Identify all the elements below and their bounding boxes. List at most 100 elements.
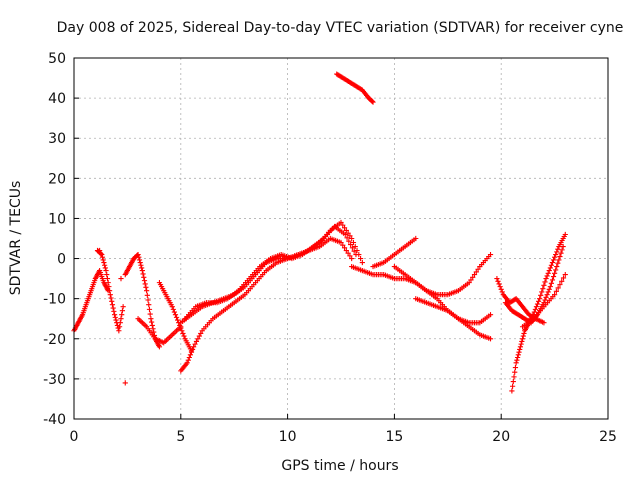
data-point	[553, 251, 559, 258]
data-point	[348, 241, 354, 248]
data-point	[537, 296, 543, 302]
data-point	[111, 312, 118, 318]
data-point	[512, 364, 519, 371]
data-point	[177, 322, 183, 329]
y-tick-label: 30	[48, 131, 66, 147]
data-point	[535, 298, 542, 304]
data-point	[349, 255, 355, 262]
data-point	[122, 380, 128, 386]
data-point	[117, 320, 123, 326]
data-point	[144, 292, 150, 298]
data-point	[538, 292, 544, 298]
data-point	[550, 257, 557, 263]
data-point	[110, 305, 116, 311]
data-point	[104, 272, 110, 278]
data-point	[98, 251, 104, 257]
data-point	[555, 260, 561, 266]
data-point	[103, 267, 109, 274]
y-tick-label: -10	[43, 292, 66, 308]
data-point	[179, 328, 185, 334]
data-point	[136, 257, 143, 263]
data-point	[111, 308, 117, 314]
data-point	[345, 250, 351, 256]
data-point	[350, 239, 357, 246]
x-axis-label: GPS time / hours	[281, 458, 398, 474]
data-point	[136, 254, 142, 260]
data-point	[509, 388, 515, 394]
data-point	[140, 271, 146, 277]
y-tick-label: -30	[43, 372, 66, 388]
data-point	[532, 306, 538, 312]
data-point	[545, 270, 551, 276]
data-point	[557, 282, 563, 288]
data-point	[180, 330, 186, 337]
y-tick-label: 20	[48, 171, 66, 187]
data-point	[196, 333, 202, 339]
data-point	[510, 378, 516, 385]
data-point	[498, 286, 504, 292]
data-point	[169, 304, 175, 310]
data-point	[519, 336, 526, 342]
data-point	[511, 374, 517, 380]
data-point	[512, 369, 518, 375]
data-point	[558, 250, 564, 256]
data-point	[118, 276, 124, 282]
data-point	[544, 292, 550, 298]
data-point	[531, 309, 537, 315]
data-point	[188, 349, 195, 355]
data-point	[357, 255, 364, 262]
data-point	[554, 263, 560, 270]
data-point	[191, 344, 197, 350]
data-point	[516, 349, 522, 355]
data-point	[552, 292, 558, 298]
data-point	[557, 253, 563, 260]
data-point	[515, 352, 521, 358]
data-point	[119, 312, 125, 318]
data-point	[468, 277, 474, 283]
data-points	[71, 71, 568, 394]
data-point	[540, 286, 546, 292]
data-point	[550, 274, 557, 280]
data-point	[514, 357, 520, 363]
data-point	[548, 262, 554, 268]
data-point	[97, 247, 103, 254]
chart-title: Day 008 of 2025, Sidereal Day-to-day VTE…	[57, 20, 624, 36]
data-point	[369, 98, 375, 105]
data-point	[549, 277, 556, 283]
data-point	[487, 312, 494, 318]
data-point	[195, 336, 201, 342]
x-tick-label: 0	[70, 429, 79, 445]
plot-frame	[73, 57, 609, 420]
data-point	[553, 288, 559, 294]
data-point	[542, 297, 548, 303]
data-point	[119, 308, 126, 314]
data-point	[139, 265, 145, 271]
data-point	[147, 311, 153, 317]
data-point	[496, 281, 502, 287]
data-point	[341, 225, 348, 231]
data-point	[150, 326, 156, 332]
data-point	[499, 289, 505, 295]
data-point	[352, 243, 358, 250]
x-tick-label: 15	[385, 429, 403, 445]
x-tick-label: 20	[492, 429, 510, 445]
data-point	[107, 292, 113, 298]
data-point	[109, 298, 115, 304]
data-point	[149, 319, 155, 325]
y-tick-labels: -40 -30 -20 -10 0 10 20 30 40 50	[43, 51, 66, 428]
data-point	[116, 328, 122, 334]
data-point	[340, 222, 346, 228]
data-point	[543, 276, 549, 282]
data-point	[548, 280, 554, 286]
data-point	[141, 278, 148, 284]
data-point	[338, 239, 344, 246]
data-point	[347, 253, 353, 259]
data-point	[185, 357, 191, 363]
data-point	[549, 259, 556, 266]
grid	[73, 57, 609, 420]
data-point	[148, 316, 154, 322]
data-point	[105, 280, 111, 286]
data-point	[546, 267, 552, 274]
data-point	[562, 272, 568, 278]
data-point	[555, 285, 561, 291]
